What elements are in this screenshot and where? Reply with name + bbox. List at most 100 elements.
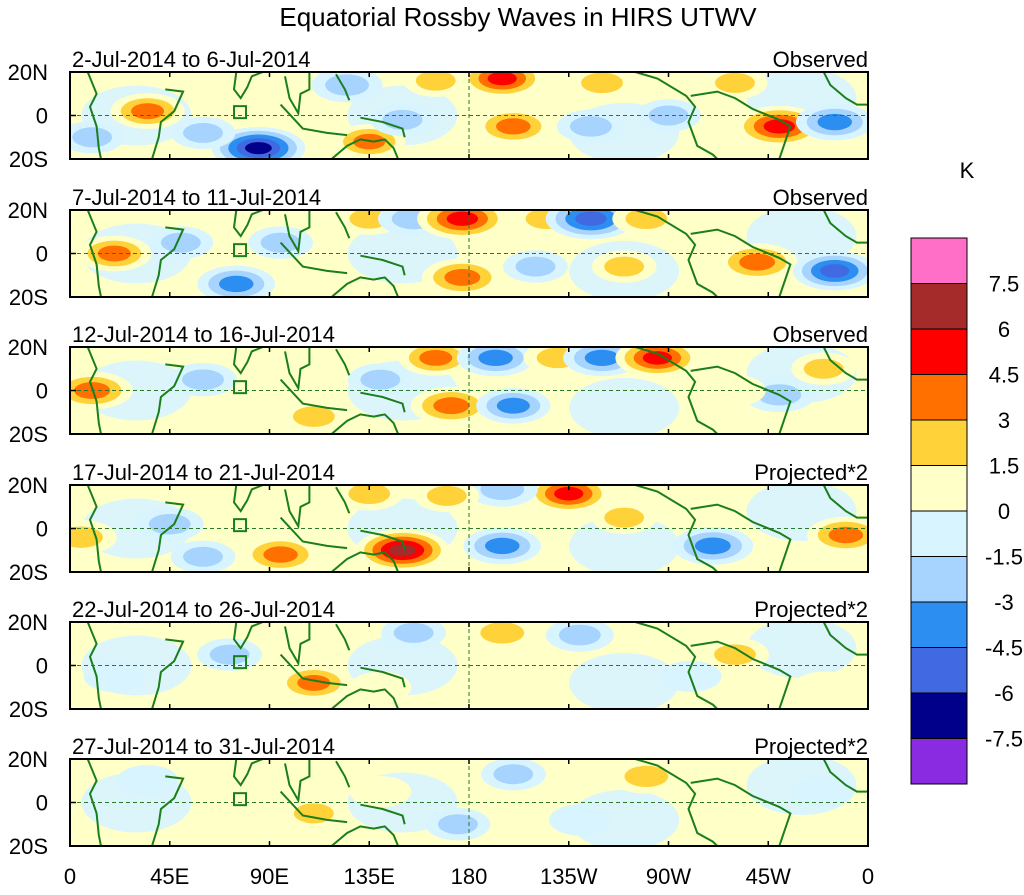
anomaly-contour [419, 349, 453, 366]
anomaly-contour [604, 507, 645, 528]
coastline [822, 72, 868, 106]
weak-anomaly-blob [569, 652, 680, 709]
anomaly-contour [444, 269, 481, 286]
coastline [232, 72, 264, 100]
coastline [360, 529, 406, 551]
panel-date-range: 12-Jul-2014 to 16-Jul-2014 [72, 322, 335, 347]
colorbar-swatch [910, 510, 968, 557]
coastline [330, 276, 400, 297]
coastline [284, 347, 311, 392]
y-tick-label: 20N [8, 198, 48, 223]
coastline [151, 226, 185, 297]
anomaly-contour [624, 765, 669, 788]
coastline [151, 638, 185, 709]
coastline [279, 790, 348, 824]
anomaly-contour [496, 397, 530, 414]
colorbar-label: -4.5 [985, 636, 1023, 661]
anomaly-contour [393, 622, 434, 643]
coastline [690, 365, 792, 434]
anomaly-contour [245, 142, 272, 155]
coastline [360, 803, 406, 825]
region-box [233, 792, 248, 807]
region-box [233, 243, 248, 258]
colorbar-swatch [910, 647, 968, 694]
anomaly-contour [715, 72, 755, 93]
coastline [822, 485, 868, 519]
coastline [360, 391, 406, 413]
y-tick-label: 20N [8, 610, 48, 635]
coastline [279, 378, 348, 412]
coastline [690, 640, 792, 709]
anomaly-contour [72, 127, 113, 148]
panel-date-range: 7-Jul-2014 to 11-Jul-2014 [72, 185, 321, 210]
anomaly-contour [549, 804, 611, 836]
x-tick-label: 90W [646, 864, 691, 889]
anomaly-contour [183, 122, 223, 143]
coastline [284, 72, 311, 117]
coastline [330, 688, 400, 709]
coastline [86, 759, 102, 846]
x-tick-label: 135W [540, 864, 598, 889]
y-tick-label: 20S [9, 560, 48, 585]
anomaly-field [81, 759, 868, 846]
coastline [822, 347, 868, 381]
weak-anomaly-blob [746, 622, 857, 679]
anomaly-contour [183, 546, 223, 567]
anomaly-contour [581, 72, 623, 94]
coastline [86, 72, 102, 159]
panel-6: 20N 0 20S 27-Jul-2014 to 31-Jul-2014 Project… [8, 734, 869, 859]
panel-2: 20N 0 20S 7-Jul-2014 to 11-Jul-2014 Observed [8, 185, 869, 310]
region-box [233, 105, 248, 120]
colorbar-swatch [910, 601, 968, 648]
anomaly-contour [792, 775, 855, 808]
coastline [335, 623, 351, 651]
panel-3: 20N 0 20S 12-Jul-2014 to 16-Jul-2014 Observe… [8, 322, 869, 447]
panel-4: 20N 0 20S 17-Jul-2014 to 21-Jul-2014 Project… [8, 460, 869, 585]
panel-type-label: Observed [773, 322, 868, 347]
anomaly-contour [803, 358, 844, 379]
coastline [690, 90, 792, 159]
anomaly-contour [389, 544, 416, 557]
coastline [279, 241, 348, 275]
anomaly-field [70, 485, 868, 572]
coastline [232, 759, 264, 787]
panel-date-range: 17-Jul-2014 to 21-Jul-2014 [72, 460, 335, 485]
anomaly-contour [325, 74, 369, 96]
anomaly-contour [209, 644, 250, 665]
coastline [151, 363, 185, 434]
region-box [233, 380, 248, 395]
anomaly-contour [446, 211, 479, 226]
anomaly-contour [763, 119, 796, 134]
panel-5: 20N 0 20S 22-Jul-2014 to 26-Jul-2014 Project… [8, 597, 869, 722]
anomaly-contour [263, 546, 298, 563]
coastline [151, 501, 185, 572]
coastline [335, 211, 351, 239]
anomaly-contour [554, 486, 584, 501]
coastline [86, 210, 102, 297]
anomaly-contour [625, 210, 668, 230]
anomaly-contour [160, 232, 201, 253]
anomaly-contour [569, 116, 612, 137]
anomaly-contour [116, 765, 179, 797]
coastline [284, 622, 311, 667]
anomaly-contour [131, 103, 165, 120]
x-tick-label: 135E [344, 864, 395, 889]
y-tick-label: 0 [36, 104, 48, 129]
coastline [635, 210, 718, 297]
weak-anomaly-blob [569, 377, 680, 434]
anomaly-contour [714, 644, 756, 665]
y-tick-label: 20S [9, 697, 48, 722]
coastline [330, 138, 400, 159]
x-tick-label: 45W [746, 864, 791, 889]
anomaly-contour [219, 275, 254, 293]
coastline [335, 760, 351, 788]
anomaly-contour [496, 118, 531, 135]
coastline [635, 759, 718, 846]
anomaly-contour [349, 775, 412, 808]
panel-1: 20N 0 20S 2-Jul-2014 to 6-Jul-2014 Observed [8, 47, 869, 172]
anomaly-contour [487, 72, 517, 86]
y-tick-label: 0 [36, 379, 48, 404]
colorbar-label: 7.5 [989, 272, 1020, 297]
coastline [86, 622, 102, 709]
